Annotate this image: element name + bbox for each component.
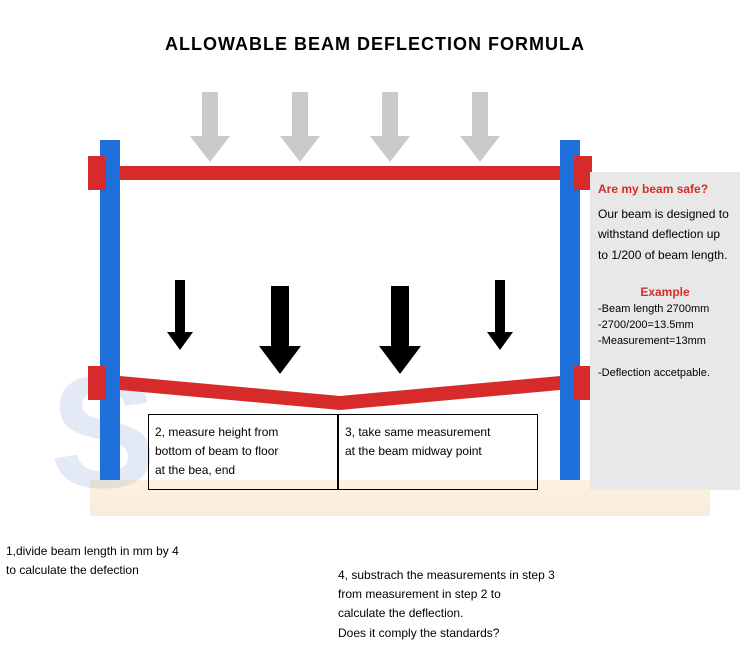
- info-body: Our beam is designed to withstand deflec…: [598, 204, 732, 265]
- step-line: 4, substrach the measurements in step 3: [338, 566, 555, 585]
- page-title: ALLOWABLE BEAM DEFLECTION FORMULA: [0, 34, 750, 55]
- info-example-lines: -Beam length 2700mm -2700/200=13.5mm -Meas…: [598, 303, 732, 379]
- step-line: Does it comply the standards?: [338, 624, 555, 643]
- info-example-line: -Beam length 2700mm: [598, 303, 732, 315]
- step-line: calculate the deflection.: [338, 604, 555, 623]
- step-3-box: 3, take same measurementat the beam midw…: [338, 414, 538, 490]
- step-1-text: 1,divide beam length in mm by 4 to calcu…: [6, 542, 179, 580]
- info-example-line: [598, 351, 732, 363]
- step-line: at the beam midway point: [345, 442, 531, 461]
- info-example-line: -2700/200=13.5mm: [598, 319, 732, 331]
- step-line: bottom of beam to floor: [155, 442, 331, 461]
- step-4-text: 4, substrach the measurements in step 3f…: [338, 566, 555, 643]
- info-example-line: -Deflection accetpable.: [598, 367, 732, 379]
- info-example-heading: Example: [598, 285, 732, 299]
- info-heading: Are my beam safe?: [598, 182, 732, 196]
- step-line: from measurement in step 2 to: [338, 585, 555, 604]
- step-line: 3, take same measurement: [345, 423, 531, 442]
- step-line: at the bea, end: [155, 461, 331, 480]
- step-2-box: 2, measure height frombottom of beam to …: [148, 414, 338, 490]
- step-line: to calculate the defection: [6, 561, 179, 580]
- step-line: 1,divide beam length in mm by 4: [6, 542, 179, 561]
- info-panel: Are my beam safe? Our beam is designed t…: [590, 172, 740, 490]
- info-example-line: -Measurement=13mm: [598, 335, 732, 347]
- step-line: 2, measure height from: [155, 423, 331, 442]
